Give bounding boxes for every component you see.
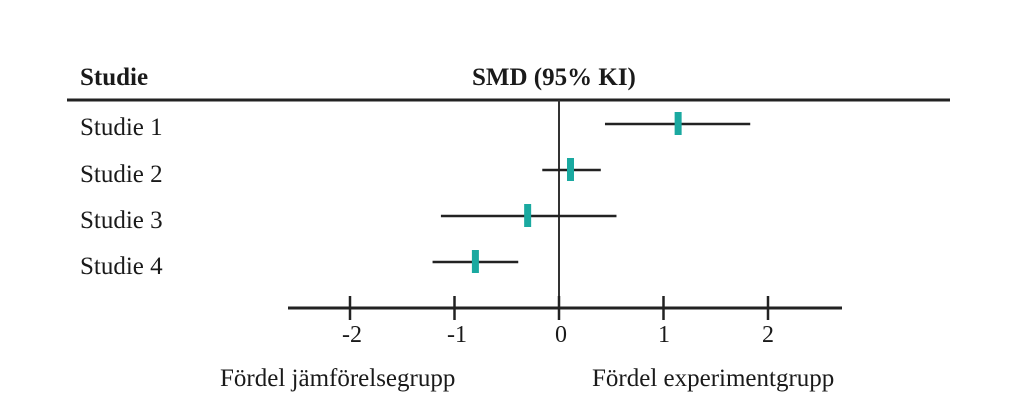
x-label-right: Fördel experimentgrupp	[592, 365, 835, 392]
study-label: Studie 2	[80, 161, 163, 188]
point-estimate	[524, 204, 532, 227]
header-study: Studie	[80, 64, 149, 91]
study-label: Studie 1	[80, 114, 163, 141]
point-estimate	[674, 112, 682, 135]
study-label: Studie 3	[80, 207, 163, 234]
study-label: Studie 4	[80, 253, 163, 280]
x-tick-label: -1	[447, 322, 467, 348]
header-effect: SMD (95% KI)	[472, 64, 636, 91]
x-tick-label: 2	[762, 322, 774, 348]
x-tick-label: 1	[658, 322, 670, 348]
point-estimate	[566, 158, 574, 181]
x-label-left: Fördel jämförelsegrupp	[220, 365, 456, 392]
point-estimate	[471, 250, 479, 273]
x-tick-label: -2	[342, 322, 362, 348]
x-tick-label: 0	[555, 322, 567, 348]
